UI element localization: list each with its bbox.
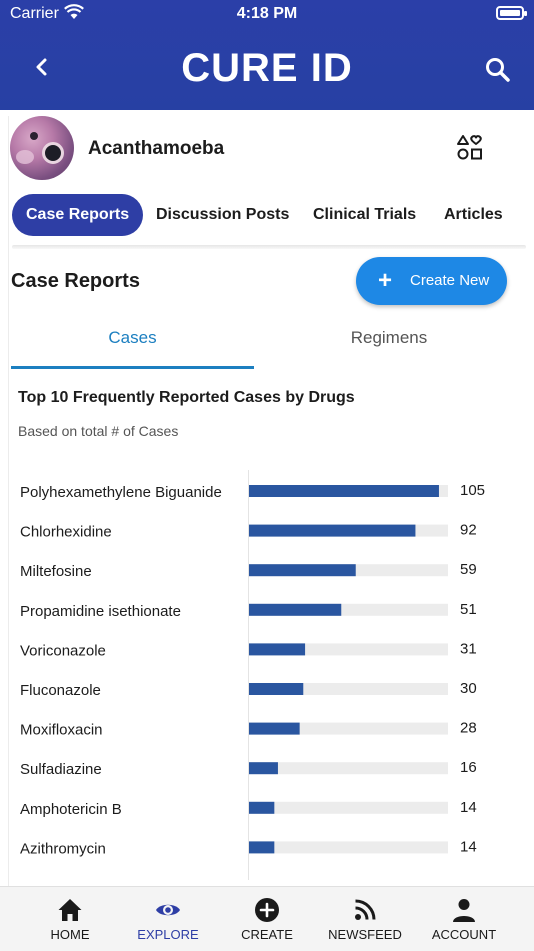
tab-case-reports[interactable]: Case Reports xyxy=(12,194,144,236)
bar-category-label: Moxifloxacin xyxy=(20,722,103,739)
battery-icon xyxy=(496,6,527,20)
wifi-icon xyxy=(64,4,84,19)
bar-category-label: Fluconazole xyxy=(20,682,101,699)
bar-category-label: Amphotericin B xyxy=(20,801,122,818)
tab-articles[interactable]: Articles xyxy=(444,206,503,223)
home-icon xyxy=(58,899,82,921)
nav-explore-label: EXPLORE xyxy=(137,927,199,942)
nav-account-label: ACCOUNT xyxy=(431,927,497,942)
nav-explore[interactable]: EXPLORE xyxy=(118,887,218,951)
nav-create[interactable]: CREATE xyxy=(217,887,317,951)
bar-category-label: Chlorhexidine xyxy=(20,524,112,541)
create-new-label: Create New xyxy=(410,272,490,289)
nav-account[interactable]: ACCOUNT xyxy=(414,887,514,951)
condition-header: Acanthamoeba xyxy=(0,110,534,190)
chart-subtitle: Based on total # of Cases xyxy=(18,423,179,439)
subtab-regimens[interactable]: Regimens xyxy=(350,328,428,347)
bar-value-label: 14 xyxy=(460,799,477,816)
nav-create-label: CREATE xyxy=(241,927,293,942)
category-tabs: Case Reports Discussion Posts Clinical T… xyxy=(0,192,534,240)
condition-avatar xyxy=(10,116,74,180)
bar-value-label: 105 xyxy=(460,482,485,499)
nav-home[interactable]: HOME xyxy=(20,887,120,951)
tab-discussion-posts[interactable]: Discussion Posts xyxy=(156,206,290,223)
bar-category-label: Polyhexamethylene Biguanide xyxy=(20,484,222,501)
bar-category-label: Azithromycin xyxy=(20,840,106,857)
bar xyxy=(249,762,278,775)
tabs-divider xyxy=(12,245,526,249)
bar-value-label: 31 xyxy=(460,640,477,657)
nav-newsfeed[interactable]: NEWSFEED xyxy=(315,887,415,951)
chart-title: Top 10 Frequently Reported Cases by Drug… xyxy=(18,389,355,406)
bar-value-label: 59 xyxy=(460,561,477,578)
status-bar: Carrier 4:18 PM xyxy=(0,0,534,28)
plus-icon: + xyxy=(378,267,393,294)
app-title: CURE ID xyxy=(181,46,353,90)
bottom-nav: HOME EXPLORE CREATE NEWSFEED ACCOUNT xyxy=(0,886,534,951)
back-button[interactable] xyxy=(28,52,56,82)
eye-icon xyxy=(156,904,180,916)
bar-track xyxy=(249,841,448,854)
section-title: Case Reports xyxy=(11,270,140,292)
person-icon xyxy=(453,899,475,922)
chevron-left-icon xyxy=(36,58,47,76)
app-header: Carrier 4:18 PM CURE ID xyxy=(0,0,534,110)
drug-case-bar-chart: Polyhexamethylene Biguanide 105 Chlorhexid… xyxy=(20,482,485,857)
plus-circle-icon xyxy=(255,898,279,922)
bar-value-label: 14 xyxy=(460,838,477,855)
bar-value-label: 28 xyxy=(460,720,477,737)
rss-icon xyxy=(355,899,376,920)
search-icon xyxy=(486,58,504,76)
clock: 4:18 PM xyxy=(236,5,298,22)
left-divider xyxy=(8,116,9,886)
bar-category-label: Propamidine isethionate xyxy=(20,603,181,620)
bar-track xyxy=(249,762,448,775)
condition-name: Acanthamoeba xyxy=(88,138,225,159)
bar-value-label: 30 xyxy=(460,680,477,697)
bar xyxy=(249,603,342,616)
bar-value-label: 92 xyxy=(460,522,477,539)
bar xyxy=(249,722,300,735)
nav-newsfeed-label: NEWSFEED xyxy=(328,927,402,942)
bar xyxy=(249,801,275,814)
tab-clinical-trials[interactable]: Clinical Trials xyxy=(313,206,417,223)
bar-value-label: 51 xyxy=(460,601,477,618)
bar xyxy=(249,485,439,497)
subtab-active-indicator xyxy=(11,366,254,369)
bar-category-label: Miltefosine xyxy=(20,563,92,580)
search-button[interactable] xyxy=(484,56,512,84)
create-new-button[interactable]: + Create New xyxy=(356,257,507,305)
bar xyxy=(249,564,356,577)
nav-home-label: HOME xyxy=(50,927,90,942)
bar-category-label: Voriconazole xyxy=(20,642,106,659)
bar-value-label: 16 xyxy=(460,759,477,776)
shapes-heart-icon[interactable] xyxy=(456,134,484,162)
chart-axis-line xyxy=(248,470,249,880)
bar xyxy=(249,524,416,537)
bar-category-label: Sulfadiazine xyxy=(20,761,102,778)
carrier-label: Carrier xyxy=(10,5,59,22)
bar-track xyxy=(249,801,448,814)
bar xyxy=(249,643,306,656)
subtab-cases[interactable]: Cases xyxy=(108,328,157,347)
bar xyxy=(249,683,304,695)
bar xyxy=(249,841,275,854)
